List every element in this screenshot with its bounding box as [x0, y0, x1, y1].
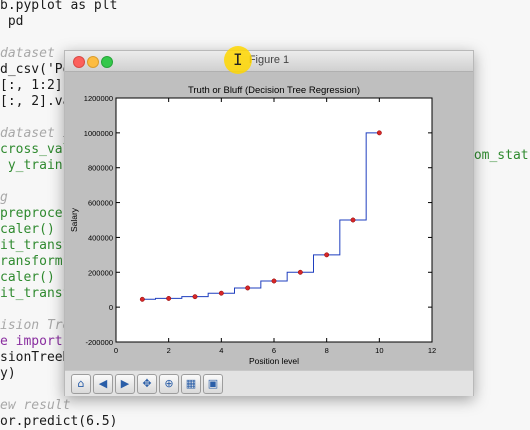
maximize-button[interactable]	[101, 56, 113, 68]
x-tick-label: 6	[272, 346, 276, 355]
step-line-series	[142, 132, 380, 300]
plot-area	[115, 97, 433, 343]
x-tick-label: 8	[325, 346, 329, 355]
y-tick-label: 0	[109, 303, 113, 312]
data-point	[192, 294, 198, 300]
y-tick-label: -200000	[85, 338, 113, 347]
code-line: preproces	[0, 206, 71, 221]
code-line: dataset i	[0, 126, 71, 141]
scatter-series	[139, 130, 382, 302]
text-cursor-icon: I	[233, 50, 243, 69]
code-line: pd	[0, 14, 24, 29]
data-point	[245, 285, 251, 291]
back-arrow-icon[interactable]: ◀	[93, 374, 113, 394]
data-point	[350, 217, 356, 223]
code-line: b.pyplot as plt	[0, 0, 118, 13]
code-line: dataset	[0, 46, 55, 61]
y-axis-ticks: -200000 0 200000 400000 600000 800000 1000000 1…	[84, 94, 432, 347]
code-line: ew result	[0, 398, 71, 413]
y-tick-label: 400000	[88, 233, 113, 242]
code-line: d_csv('Po	[0, 62, 71, 77]
save-icon[interactable]: ▣	[203, 374, 223, 394]
chart-title: Truth or Bluff (Decision Tree Regression…	[188, 85, 360, 96]
code-line: it_transf	[0, 286, 71, 301]
code-line: ision Tre	[0, 318, 71, 333]
pan-icon[interactable]: ✥	[137, 374, 157, 394]
home-icon[interactable]: ⌂	[71, 374, 91, 394]
code-line: it_transf	[0, 238, 71, 253]
subplots-icon[interactable]: ▦	[181, 374, 201, 394]
y-tick-label: 1000000	[84, 129, 113, 138]
data-point	[271, 278, 277, 284]
figure-toolbar: ⌂ ◀ ▶ ✥ ⊕ ▦ ▣	[65, 370, 473, 396]
code-fragment-right: dom_stat	[466, 148, 529, 163]
data-point	[139, 296, 145, 302]
y-tick-label: 600000	[88, 199, 113, 208]
code-line: e import	[0, 334, 63, 349]
x-tick-label: 12	[428, 346, 436, 355]
code-line: [:, 1:2].	[0, 78, 71, 93]
figure-canvas[interactable]: Truth or Bluff (Decision Tree Regression…	[65, 72, 473, 370]
code-line: ransform(X	[0, 254, 79, 269]
figure-window[interactable]: Figure 1 Truth or Bluff (Decision Tree R…	[64, 50, 474, 396]
code-line: caler()	[0, 222, 55, 237]
window-titlebar[interactable]: Figure 1	[65, 51, 473, 72]
x-axis-label: Position level	[249, 356, 299, 366]
cursor-highlight	[224, 46, 252, 74]
y-axis-label: Salary	[69, 207, 79, 232]
code-line: cross_val	[0, 142, 71, 157]
y-tick-label: 800000	[88, 164, 113, 173]
code-line: y_train,	[0, 158, 71, 173]
data-point	[324, 252, 330, 258]
code-line: y)	[0, 366, 16, 381]
code-line: caler()	[0, 270, 55, 285]
forward-arrow-icon[interactable]: ▶	[115, 374, 135, 394]
prediction-step-line	[142, 132, 380, 300]
zoom-icon[interactable]: ⊕	[159, 374, 179, 394]
x-tick-label: 0	[114, 346, 118, 355]
x-tick-label: 10	[375, 346, 383, 355]
code-line: g	[0, 190, 8, 205]
code-line: [:, 2].va	[0, 94, 71, 109]
window-title: Figure 1	[248, 54, 290, 66]
y-tick-label: 200000	[88, 268, 113, 277]
close-button[interactable]	[73, 56, 85, 68]
data-point	[376, 130, 382, 136]
x-tick-label: 4	[219, 346, 223, 355]
code-line: or.predict(6.5)	[0, 414, 118, 429]
data-point	[297, 269, 303, 275]
x-tick-label: 2	[167, 346, 171, 355]
y-tick-label: 1200000	[84, 94, 113, 103]
x-axis-ticks: 0 2 4 6 8 10 12	[114, 98, 436, 355]
data-point	[166, 295, 172, 301]
minimize-button[interactable]	[87, 56, 99, 68]
code-line: sionTreeR	[0, 350, 71, 365]
data-point	[218, 290, 224, 296]
chart: Truth or Bluff (Decision Tree Regression…	[69, 85, 436, 366]
